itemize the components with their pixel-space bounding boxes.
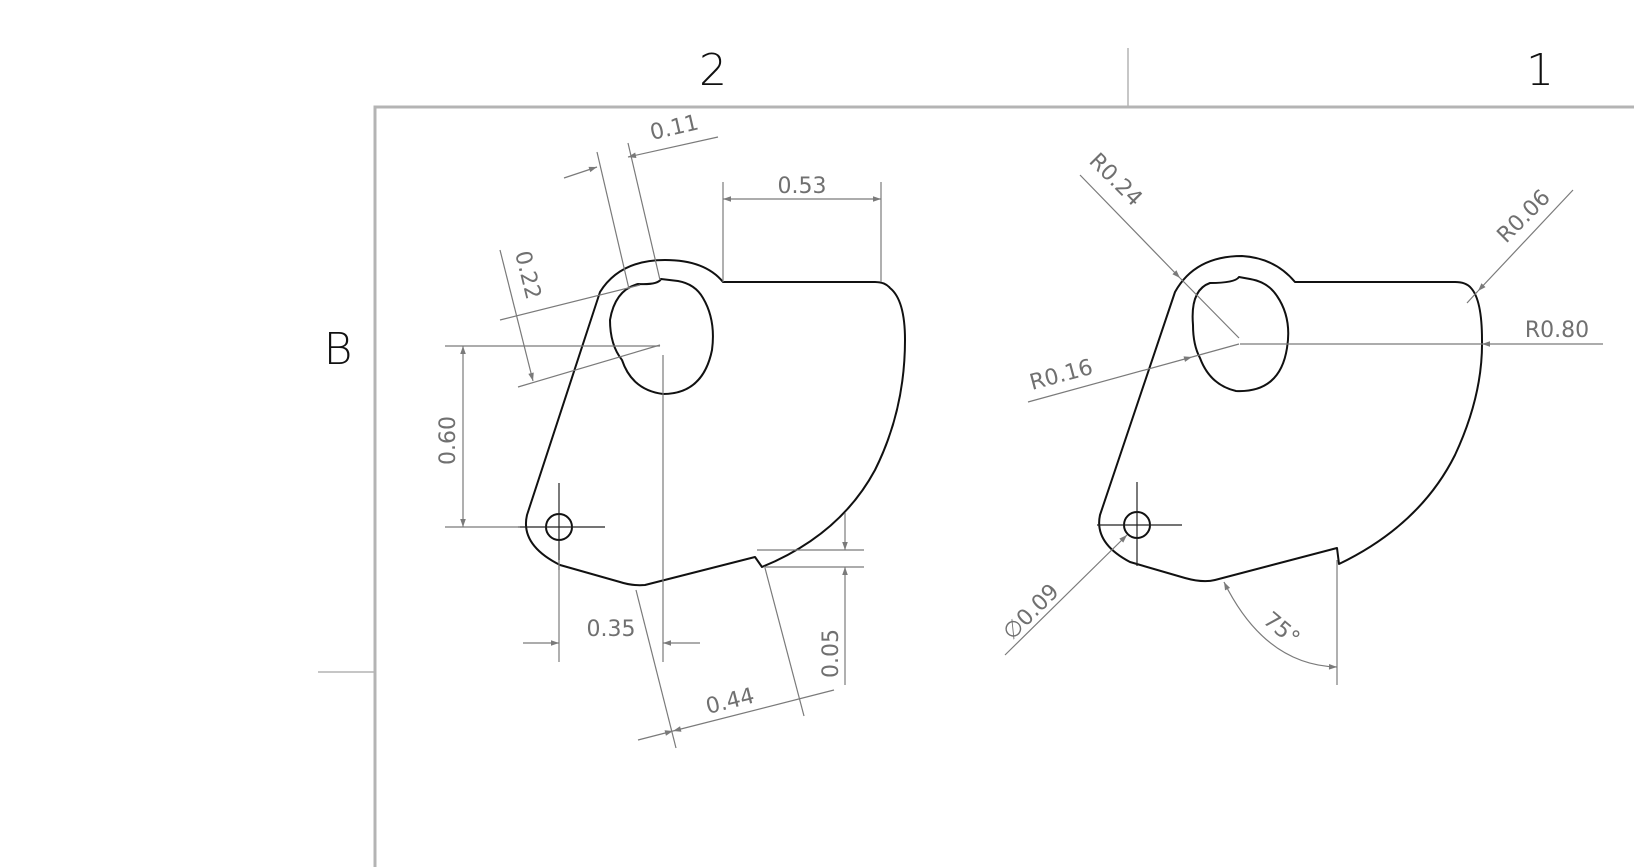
dim-0.60: 0.60 (436, 345, 660, 528)
svg-text:0.22: 0.22 (509, 248, 545, 302)
dim-0.35: 0.35 (523, 355, 700, 662)
left-part-outline (525, 259, 906, 587)
svg-text:R0.06: R0.06 (1493, 185, 1556, 248)
dim-angle-75: 75° (1223, 560, 1338, 685)
dim-0.44: 0.44 (635, 567, 835, 749)
svg-text:∅0.09: ∅0.09 (999, 579, 1065, 645)
left-view: 0.11 0.53 0.22 0.60 0.35 (436, 110, 906, 749)
dim-0.22: 0.22 (499, 248, 661, 388)
svg-text:R0.16: R0.16 (1027, 355, 1096, 396)
svg-text:0.35: 0.35 (587, 617, 636, 642)
svg-text:R0.24: R0.24 (1084, 149, 1147, 212)
right-bore (1191, 276, 1290, 393)
svg-text:0.05: 0.05 (819, 629, 844, 678)
zone-label-col-2: 2 (699, 45, 727, 96)
zone-label-col-1: 1 (1526, 45, 1554, 96)
svg-text:0.60: 0.60 (436, 416, 461, 465)
dim-r0.06: R0.06 (1466, 185, 1574, 304)
svg-text:R0.80: R0.80 (1525, 318, 1589, 343)
dim-r0.24: R0.24 (1079, 149, 1240, 339)
dim-0.05: 0.05 (757, 513, 864, 685)
dim-0.53: 0.53 (722, 174, 882, 282)
dim-r0.80: R0.80 (1240, 318, 1603, 347)
left-bore (609, 278, 714, 395)
right-part-outline (1098, 255, 1484, 583)
svg-text:0.53: 0.53 (778, 174, 827, 199)
dim-dia-0.09: ∅0.09 (999, 534, 1128, 656)
svg-text:75°: 75° (1258, 607, 1304, 651)
sheet-border (318, 48, 1634, 867)
right-view: R0.24 R0.06 R0.80 R0.16 ∅0.09 75 (999, 149, 1603, 685)
svg-text:0.11: 0.11 (648, 110, 701, 145)
svg-text:0.44: 0.44 (703, 684, 757, 720)
zone-label-row-b: B (324, 324, 353, 375)
